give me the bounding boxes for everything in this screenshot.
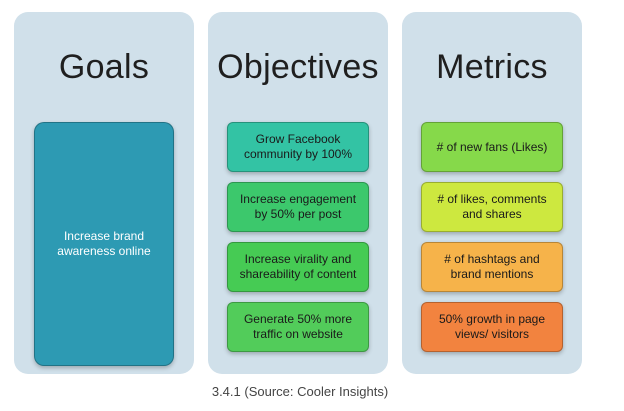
objectives-column: Objectives Grow Facebook community by 10… — [208, 12, 388, 374]
objective-box-increase-engagement: Increase engagement by 50% per post — [227, 182, 369, 232]
metric-box-page-views-growth: 50% growth in page views/ visitors — [421, 302, 563, 352]
metric-box-hashtags-mentions: # of hashtags and brand mentions — [421, 242, 563, 292]
metric-box-likes-comments-shares: # of likes, comments and shares — [421, 182, 563, 232]
figure-caption: 3.4.1 (Source: Cooler Insights) — [211, 384, 389, 399]
objective-box-increase-virality: Increase virality and shareability of co… — [227, 242, 369, 292]
objective-box-generate-traffic: Generate 50% more traffic on website — [227, 302, 369, 352]
objective-box-grow-community: Grow Facebook community by 100% — [227, 122, 369, 172]
goals-title: Goals — [58, 48, 150, 86]
objectives-title: Objectives — [217, 48, 379, 86]
goals-column: Goals Increase brand awareness online — [14, 12, 194, 374]
metric-box-new-fans: # of new fans (Likes) — [421, 122, 563, 172]
goal-box-brand-awareness: Increase brand awareness online — [34, 122, 174, 366]
metrics-title: Metrics — [436, 48, 548, 86]
metrics-column: Metrics # of new fans (Likes) # of likes… — [402, 12, 582, 374]
